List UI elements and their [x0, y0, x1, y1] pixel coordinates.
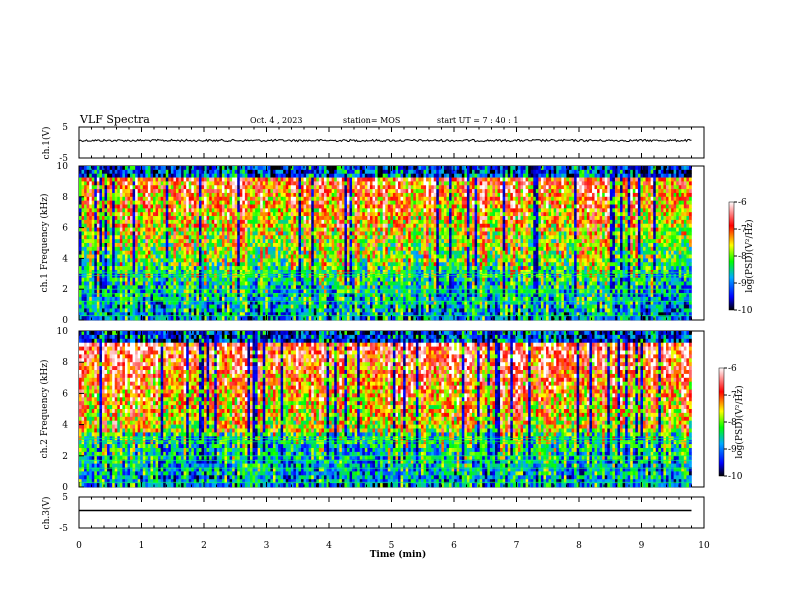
spec1-ytick: 4 [62, 254, 68, 264]
date-label: Oct. 4 , 2023 [250, 116, 302, 125]
spec1-ytick: 6 [62, 224, 68, 234]
ch2-spectrogram-image [79, 331, 692, 487]
spec2-ytick: 10 [57, 327, 69, 337]
ch1-ytick-top: 5 [62, 123, 68, 133]
time-axis-label: Time (min) [370, 549, 427, 560]
spec2-ytick: 0 [62, 483, 68, 493]
ch3-waveform-panel: 5 -5 ch.3(V) [41, 493, 704, 534]
time-axis-tick: 4 [326, 541, 332, 551]
time-axis-tick: 9 [639, 541, 645, 551]
ch3-ylabel: ch.3(V) [41, 497, 52, 530]
ch1-ylabel: ch.1(V) [41, 127, 52, 160]
time-axis-tick: 6 [451, 541, 457, 551]
time-axis-tick: 3 [264, 541, 270, 551]
ch1-colorbar-label: log(PSD)(V²/Hz) [744, 219, 755, 292]
colorbar-tick: -10 [728, 472, 743, 482]
ch3-ytick-top: 5 [62, 493, 68, 503]
vlf-figure: VLF Spectra Oct. 4 , 2023 station= MOS s… [0, 0, 792, 612]
ch1-spectrogram-panel: 0 2 4 6 8 10 ch.1 Frequency (kHz) [39, 162, 704, 326]
time-axis-tick: 10 [698, 541, 710, 551]
colorbar-tick: -6 [728, 364, 737, 374]
ch2-colorbar: -6-7-8-9-10 log(PSD)(V²/Hz) [719, 364, 745, 482]
time-axis-tick: 0 [76, 541, 82, 551]
time-axis-tick: 7 [514, 541, 520, 551]
ch1-spec-ylabel: ch.1 Frequency (kHz) [39, 194, 50, 293]
ch3-ytick-bottom: -5 [59, 524, 68, 534]
time-axis-tick: 8 [576, 541, 582, 551]
colorbar-tick: -10 [738, 306, 753, 316]
spec2-ytick: 6 [62, 389, 68, 399]
ch1-waveform-panel: 5 -5 ch.1(V) [41, 123, 704, 164]
time-axis-tick: 2 [201, 541, 207, 551]
colorbar-tick: -6 [738, 198, 747, 208]
spec1-ytick: 8 [62, 193, 68, 203]
ch1-colorbar: -6-7-8-9-10 log(PSD)(V²/Hz) [729, 198, 755, 316]
time-axis-tick: 1 [139, 541, 145, 551]
ch2-colorbar-label: log(PSD)(V²/Hz) [734, 385, 745, 458]
spec2-ytick: 2 [62, 452, 68, 462]
spec1-ytick: 0 [62, 316, 68, 326]
spec2-ytick: 8 [62, 358, 68, 368]
spec1-ytick: 10 [57, 162, 69, 172]
ch2-spec-ylabel: ch.2 Frequency (kHz) [39, 360, 50, 459]
spec1-ytick: 2 [62, 285, 68, 295]
ch1-spectrogram-image [79, 166, 692, 320]
station-label: station= MOS [343, 116, 400, 125]
figure-title: VLF Spectra [79, 113, 150, 126]
spec2-ytick: 4 [62, 421, 68, 431]
start-ut-label: start UT = 7 : 40 : 1 [437, 116, 518, 125]
ch2-spectrogram-panel: 0 2 4 6 8 10 ch.2 Frequency (kHz) [39, 327, 704, 493]
